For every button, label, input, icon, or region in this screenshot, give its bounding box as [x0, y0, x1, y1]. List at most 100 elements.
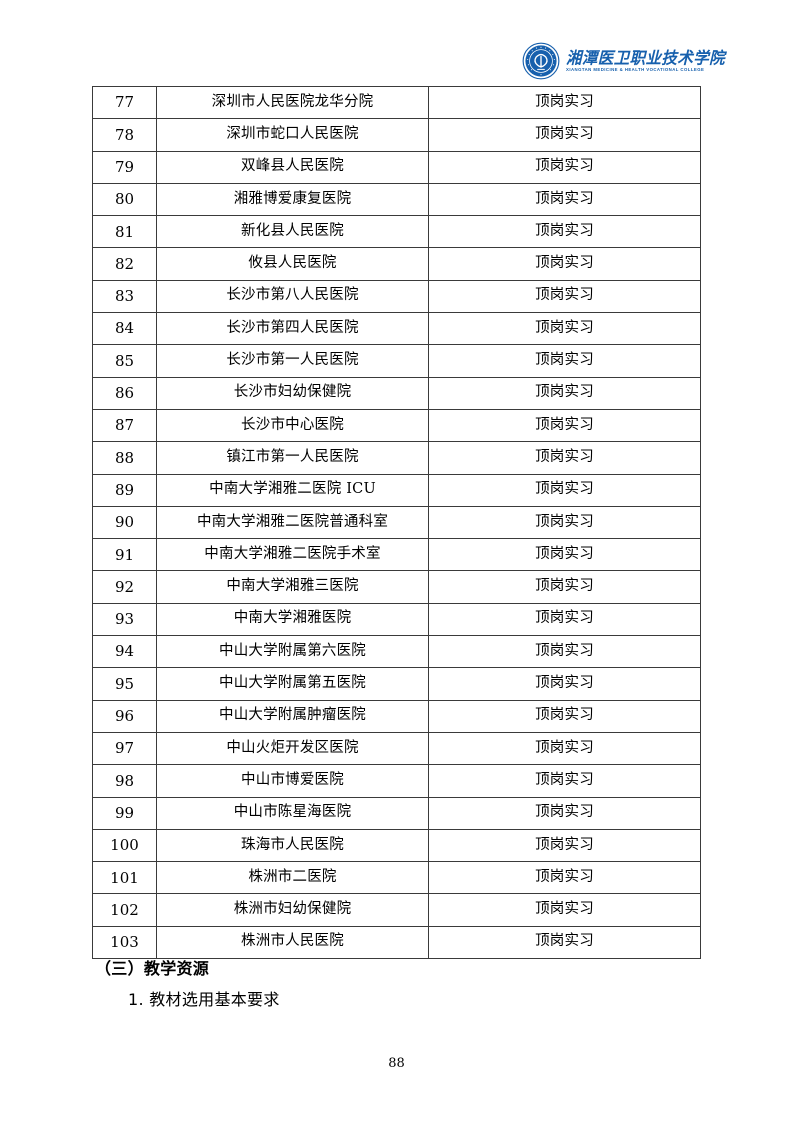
cell-index: 91: [92, 538, 157, 572]
cell-index: 89: [92, 473, 157, 507]
cell-internship-type: 顶岗实习: [428, 764, 701, 798]
page-number: 88: [388, 1056, 405, 1071]
list-item-textbook-requirements: 1. 教材选用基本要求: [128, 990, 280, 1009]
cell-index: 78: [92, 118, 157, 152]
cell-institution-name: 中南大学湘雅二医院手术室: [156, 538, 429, 572]
cell-institution-name: 长沙市第一人民医院: [156, 344, 429, 378]
cell-internship-type: 顶岗实习: [428, 893, 701, 927]
cell-index: 93: [92, 602, 157, 637]
cell-index: 86: [92, 376, 157, 410]
cell-institution-name: 中南大学湘雅二医院普通科室: [156, 505, 429, 540]
cell-index: 81: [92, 215, 157, 249]
table-row: 96 中山大学附属肿瘤医院 顶岗实习: [92, 699, 701, 733]
cell-index: 92: [92, 570, 157, 604]
table-row: 94 中山大学附属第六医院 顶岗实习: [92, 635, 701, 669]
cell-index: 88: [92, 441, 157, 475]
cell-internship-type: 顶岗实习: [428, 344, 701, 378]
cell-institution-name: 中山大学附属第五医院: [156, 667, 429, 701]
table-row: 97 中山火炬开发区医院 顶岗实习: [92, 731, 701, 766]
cell-index: 82: [92, 247, 157, 281]
college-seal-icon: [522, 42, 560, 80]
cell-index: 103: [92, 925, 157, 960]
cell-institution-name: 中山大学附属第六医院: [156, 635, 429, 669]
cell-institution-name: 镇江市第一人民医院: [156, 441, 429, 475]
cell-internship-type: 顶岗实习: [428, 376, 701, 410]
cell-index: 101: [92, 861, 157, 895]
cell-institution-name: 中山大学附属肿瘤医院: [156, 699, 429, 733]
cell-internship-type: 顶岗实习: [428, 118, 701, 152]
practice-base-table: 77 深圳市人民医院龙华分院 顶岗实习 78 深圳市蛇口人民医院 顶岗实习 79 双峰县人民医…: [92, 85, 701, 960]
cell-institution-name: 株洲市人民医院: [156, 925, 429, 960]
cell-internship-type: 顶岗实习: [428, 441, 701, 475]
table-row: 102 株洲市妇幼保健院 顶岗实习: [92, 893, 701, 927]
cell-internship-type: 顶岗实习: [428, 861, 701, 895]
cell-index: 95: [92, 667, 157, 701]
cell-internship-type: 顶岗实习: [428, 247, 701, 281]
cell-internship-type: 顶岗实习: [428, 699, 701, 733]
cell-internship-type: 顶岗实习: [428, 925, 701, 960]
table-row: 91 中南大学湘雅二医院手术室 顶岗实习: [92, 538, 701, 572]
cell-internship-type: 顶岗实习: [428, 215, 701, 249]
table-row: 81 新化县人民医院 顶岗实习: [92, 215, 701, 249]
cell-institution-name: 攸县人民医院: [156, 247, 429, 281]
table-row: 78 深圳市蛇口人民医院 顶岗实习: [92, 118, 701, 152]
cell-institution-name: 双峰县人民医院: [156, 150, 429, 184]
cell-internship-type: 顶岗实习: [428, 182, 701, 217]
cell-institution-name: 中山火炬开发区医院: [156, 731, 429, 766]
cell-internship-type: 顶岗实习: [428, 796, 701, 830]
cell-index: 99: [92, 796, 157, 830]
cell-index: 83: [92, 279, 157, 314]
cell-internship-type: 顶岗实习: [428, 312, 701, 346]
table-row: 89 中南大学湘雅二医院 ICU 顶岗实习: [92, 473, 701, 507]
cell-index: 77: [92, 85, 157, 120]
cell-institution-name: 深圳市蛇口人民医院: [156, 118, 429, 152]
cell-institution-name: 湘雅博爱康复医院: [156, 182, 429, 217]
table-row: 103 株洲市人民医院 顶岗实习: [92, 925, 701, 960]
cell-index: 84: [92, 312, 157, 346]
table-row: 82 攸县人民医院 顶岗实习: [92, 247, 701, 281]
cell-internship-type: 顶岗实习: [428, 602, 701, 637]
cell-institution-name: 中山市陈星海医院: [156, 796, 429, 830]
cell-internship-type: 顶岗实习: [428, 408, 701, 443]
table-row: 100 珠海市人民医院 顶岗实习: [92, 828, 701, 863]
logo-name-cn: 湘潭医卫职业技术学院: [566, 47, 726, 68]
cell-index: 80: [92, 182, 157, 217]
table-row: 87 长沙市中心医院 顶岗实习: [92, 408, 701, 443]
college-logo: 湘潭医卫职业技术学院 XIANGTAN MEDICINE & HEALTH VO…: [522, 40, 725, 82]
logo-name-en: XIANGTAN MEDICINE & HEALTH VOCATIONAL CO…: [566, 66, 705, 72]
cell-index: 97: [92, 731, 157, 766]
cell-institution-name: 长沙市第八人民医院: [156, 279, 429, 314]
cell-internship-type: 顶岗实习: [428, 150, 701, 184]
cell-institution-name: 中南大学湘雅医院: [156, 602, 429, 637]
table-row: 77 深圳市人民医院龙华分院 顶岗实习: [92, 85, 701, 120]
table-row: 80 湘雅博爱康复医院 顶岗实习: [92, 182, 701, 217]
table-row: 83 长沙市第八人民医院 顶岗实习: [92, 279, 701, 314]
table-row: 88 镇江市第一人民医院 顶岗实习: [92, 441, 701, 475]
cell-institution-name: 中南大学湘雅三医院: [156, 570, 429, 604]
cell-internship-type: 顶岗实习: [428, 279, 701, 314]
cell-index: 102: [92, 893, 157, 927]
table-row: 90 中南大学湘雅二医院普通科室 顶岗实习: [92, 505, 701, 540]
cell-internship-type: 顶岗实习: [428, 473, 701, 507]
table-row: 86 长沙市妇幼保健院 顶岗实习: [92, 376, 701, 410]
cell-institution-name: 中山市博爱医院: [156, 764, 429, 798]
cell-institution-name: 株洲市二医院: [156, 861, 429, 895]
cell-index: 79: [92, 150, 157, 184]
cell-institution-name: 长沙市妇幼保健院: [156, 376, 429, 410]
table-row: 101 株洲市二医院 顶岗实习: [92, 861, 701, 895]
cell-institution-name: 中南大学湘雅二医院 ICU: [156, 473, 429, 507]
section-heading-teaching-resources: （三）教学资源: [95, 959, 210, 978]
cell-internship-type: 顶岗实习: [428, 85, 701, 120]
table-row: 84 长沙市第四人民医院 顶岗实习: [92, 312, 701, 346]
cell-index: 94: [92, 635, 157, 669]
table-row: 98 中山市博爱医院 顶岗实习: [92, 764, 701, 798]
table-row: 93 中南大学湘雅医院 顶岗实习: [92, 602, 701, 637]
cell-institution-name: 珠海市人民医院: [156, 828, 429, 863]
cell-index: 96: [92, 699, 157, 733]
table-row: 79 双峰县人民医院 顶岗实习: [92, 150, 701, 184]
table-row: 99 中山市陈星海医院 顶岗实习: [92, 796, 701, 830]
cell-institution-name: 长沙市第四人民医院: [156, 312, 429, 346]
cell-index: 98: [92, 764, 157, 798]
table-body: 77 深圳市人民医院龙华分院 顶岗实习 78 深圳市蛇口人民医院 顶岗实习 79 双峰县人民医…: [92, 85, 701, 960]
